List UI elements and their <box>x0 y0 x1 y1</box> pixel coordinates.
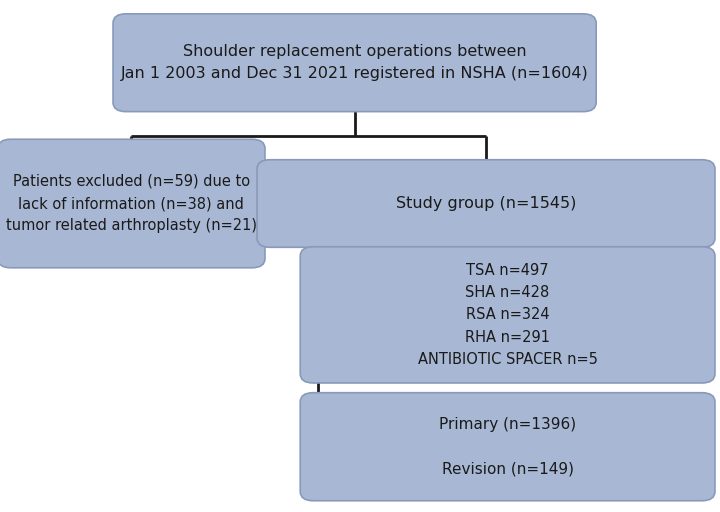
Text: Patients excluded (n=59) due to
lack of information (n=38) and
tumor related art: Patients excluded (n=59) due to lack of … <box>6 174 257 233</box>
Text: Shoulder replacement operations between
Jan 1 2003 and Dec 31 2021 registered in: Shoulder replacement operations between … <box>121 44 588 81</box>
FancyBboxPatch shape <box>300 393 715 501</box>
FancyBboxPatch shape <box>0 139 265 268</box>
FancyBboxPatch shape <box>300 247 715 383</box>
FancyBboxPatch shape <box>113 14 596 112</box>
Text: Primary (n=1396)

Revision (n=149): Primary (n=1396) Revision (n=149) <box>439 417 576 477</box>
Text: TSA n=497
SHA n=428
RSA n=324
RHA n=291
ANTIBIOTIC SPACER n=5: TSA n=497 SHA n=428 RSA n=324 RHA n=291 … <box>418 263 598 367</box>
Text: Study group (n=1545): Study group (n=1545) <box>396 196 576 211</box>
FancyBboxPatch shape <box>257 160 715 247</box>
